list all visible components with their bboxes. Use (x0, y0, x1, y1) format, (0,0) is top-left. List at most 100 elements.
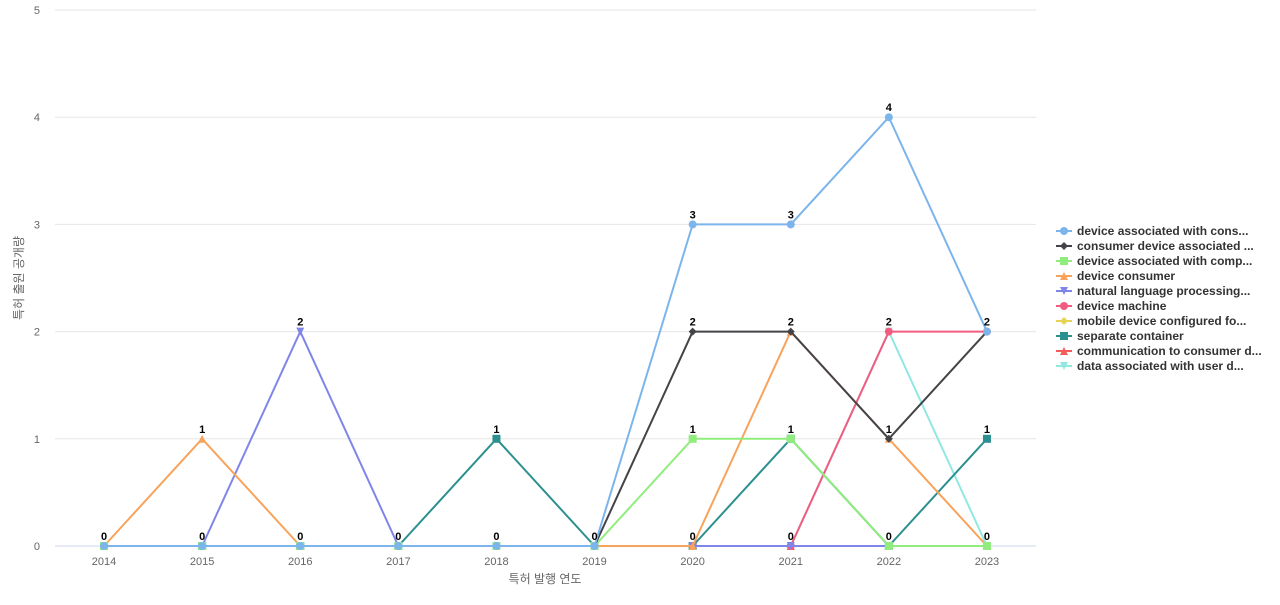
legend: device associated with cons...consumer d… (1056, 224, 1262, 373)
x-tick-label: 2020 (680, 556, 704, 568)
point (1060, 227, 1068, 235)
point (884, 542, 893, 550)
data-label: 3 (788, 209, 794, 221)
data-label: 0 (984, 531, 990, 543)
point (884, 113, 893, 122)
point (688, 434, 697, 443)
data-label: 1 (690, 424, 696, 436)
data-label: 0 (690, 531, 696, 543)
series-line (104, 116, 988, 547)
x-tick-label: 2018 (484, 556, 508, 568)
legend-item: data associated with user d... (1056, 359, 1244, 373)
point (786, 327, 795, 336)
legend-item: separate container (1056, 329, 1184, 343)
series-lines (100, 113, 991, 550)
legend-label: communication to consumer d... (1077, 344, 1262, 358)
point (1060, 302, 1068, 310)
point (786, 542, 795, 550)
legend-label: device consumer (1077, 269, 1175, 283)
point (1060, 317, 1068, 325)
legend-item: device associated with cons... (1056, 224, 1248, 238)
y-tick-label: 3 (34, 219, 40, 231)
legend-item: device consumer (1056, 269, 1175, 283)
legend-label: separate container (1077, 329, 1184, 343)
legend-label: natural language processing... (1077, 284, 1250, 298)
legend-item: communication to consumer d... (1056, 344, 1262, 358)
data-label: 1 (886, 424, 892, 436)
data-label: 3 (690, 209, 696, 221)
series-0 (100, 113, 991, 550)
legend-label: data associated with user d... (1077, 359, 1244, 373)
point (394, 542, 403, 550)
data-label: 0 (297, 531, 303, 543)
series-line (104, 437, 988, 547)
y-axis-ticks: 0 1 2 3 4 5 (34, 5, 40, 553)
legend-item: consumer device associated ... (1056, 239, 1254, 253)
y-tick-label: 4 (34, 112, 40, 124)
data-label: 2 (984, 317, 990, 329)
x-tick-label: 2014 (92, 556, 116, 568)
y-tick-label: 2 (34, 327, 40, 339)
legend-item: mobile device configured fo... (1056, 314, 1246, 328)
point (982, 434, 991, 443)
legend-item: device machine (1056, 299, 1167, 313)
data-label: 2 (886, 317, 892, 329)
series-7 (100, 434, 991, 550)
point (884, 434, 893, 443)
legend-label: consumer device associated ... (1077, 239, 1254, 253)
point (198, 542, 207, 550)
x-tick-label: 2015 (190, 556, 214, 568)
point (590, 542, 599, 550)
x-tick-label: 2021 (779, 556, 803, 568)
point (1060, 332, 1068, 340)
data-label: 0 (199, 531, 205, 543)
point (492, 542, 501, 550)
data-label: 2 (690, 317, 696, 329)
point (884, 327, 893, 336)
x-tick-label: 2017 (386, 556, 410, 568)
legend-label: device associated with cons... (1077, 224, 1248, 238)
x-tick-label: 2022 (877, 556, 901, 568)
data-label: 1 (984, 424, 990, 436)
x-axis-title: 특허 발행 연도 (509, 571, 582, 586)
point (1060, 257, 1068, 265)
point (492, 434, 501, 443)
y-tick-label: 5 (34, 5, 40, 17)
data-label: 1 (493, 424, 499, 436)
y-tick-label: 0 (34, 541, 40, 553)
data-label: 0 (886, 531, 892, 543)
y-tick-label: 1 (34, 434, 40, 446)
data-labels: 0 1 0 2 0 0 1 0 0 3 2 1 0 3 2 1 0 4 2 1 0 2 1 0 (101, 102, 990, 543)
point (1060, 362, 1068, 370)
point (982, 327, 991, 336)
legend-label: device machine (1077, 299, 1167, 313)
data-label: 0 (101, 531, 107, 543)
x-tick-label: 2019 (582, 556, 606, 568)
point (296, 327, 305, 336)
data-label: 2 (788, 317, 794, 329)
gridlines (55, 9, 1036, 547)
point (786, 220, 795, 229)
data-label: 0 (493, 531, 499, 543)
point (198, 434, 207, 443)
point (982, 542, 991, 550)
data-label: 1 (199, 424, 205, 436)
x-tick-label: 2016 (288, 556, 312, 568)
x-tick-label: 2023 (975, 556, 999, 568)
point (786, 434, 795, 443)
data-label: 1 (788, 424, 794, 436)
point (1060, 272, 1068, 280)
data-label: 0 (395, 531, 401, 543)
point (688, 542, 697, 550)
point (1060, 287, 1068, 295)
legend-item: natural language processing... (1056, 284, 1250, 298)
point (296, 542, 305, 550)
point (1060, 242, 1068, 250)
x-axis-ticks: 2014 2015 2016 2017 2018 2019 2020 2021 2022 2023 (92, 556, 999, 568)
data-label: 0 (591, 531, 597, 543)
data-label: 4 (886, 102, 893, 114)
point (688, 220, 697, 229)
y-axis-title: 특허 출원 공개량 (12, 236, 26, 320)
point (688, 327, 697, 336)
